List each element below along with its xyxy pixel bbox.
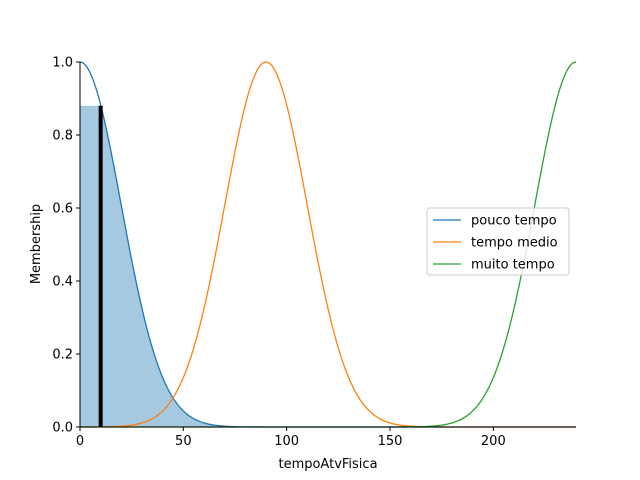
y-tick-label: 0.6 <box>52 202 73 217</box>
legend: pouco tempo tempo medio muito tempo <box>426 207 570 276</box>
y-axis-label: Membership <box>29 204 44 284</box>
y-tick-label: 0.2 <box>52 348 73 363</box>
x-tick-label: 150 <box>378 434 403 449</box>
x-tick-label: 100 <box>274 434 299 449</box>
x-tick-label: 200 <box>481 434 506 449</box>
x-tick-label: 0 <box>76 434 84 449</box>
y-tick-label: 1.0 <box>52 56 73 71</box>
y-tick-label: 0.8 <box>52 129 73 144</box>
legend-label: tempo medio <box>471 236 558 251</box>
axes: 0 50 100 150 200 0.0 0.2 0.4 0.6 0.8 1.0 <box>52 56 576 449</box>
y-tick-label: 0.4 <box>52 275 73 290</box>
legend-label: pouco tempo <box>471 214 557 229</box>
legend-box <box>426 207 570 276</box>
x-axis-label: tempoAtvFisica <box>278 457 377 472</box>
legend-label: muito tempo <box>471 258 555 273</box>
x-tick-label: 50 <box>175 434 192 449</box>
activation-fill <box>80 105 576 428</box>
y-tick-label: 0.0 <box>52 421 73 436</box>
